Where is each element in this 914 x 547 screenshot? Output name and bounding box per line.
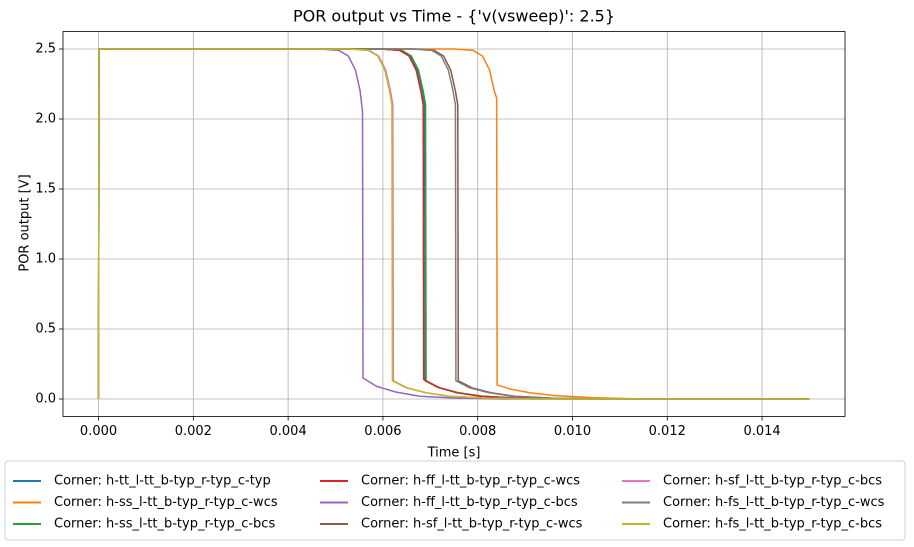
y-tick-label: 2.5	[35, 42, 56, 57]
x-tick-label: 0.002	[175, 424, 212, 439]
legend-label: Corner: h-ss_l-tt_b-typ_r-typ_c-wcs	[54, 495, 278, 510]
y-tick-label: 1.0	[35, 252, 56, 267]
legend-label: Corner: h-tt_l-tt_b-typ_r-typ_c-typ	[54, 474, 271, 489]
legend-label: Corner: h-ff_l-tt_b-typ_r-typ_c-bcs	[361, 495, 578, 510]
legend-box	[4, 460, 906, 541]
x-tick-label: 0.010	[554, 424, 591, 439]
y-tick-label: 0.5	[35, 322, 56, 337]
y-tick-label: 0.0	[35, 392, 56, 407]
legend-label: Corner: h-fs_l-tt_b-typ_r-typ_c-wcs	[663, 495, 885, 510]
series-line	[97, 48, 810, 400]
series-line	[97, 48, 810, 400]
x-tick-label: 0.004	[270, 424, 307, 439]
series-line	[97, 48, 810, 400]
legend-label: Corner: h-ff_l-tt_b-typ_r-typ_c-wcs	[361, 474, 580, 489]
chart-title: POR output vs Time - {'v(vsweep)': 2.5}	[293, 7, 615, 26]
x-tick-label: 0.000	[80, 424, 117, 439]
series-line	[97, 48, 810, 400]
x-tick-label: 0.012	[649, 424, 686, 439]
x-tick-label: 0.008	[459, 424, 496, 439]
series-line	[97, 48, 810, 400]
series-line	[97, 48, 810, 400]
series-line	[97, 48, 810, 400]
legend-label: Corner: h-fs_l-tt_b-typ_r-typ_c-bcs	[663, 517, 882, 532]
series-line	[97, 48, 810, 400]
plot-frame	[62, 31, 846, 417]
legend-label: Corner: h-sf_l-tt_b-typ_r-typ_c-wcs	[361, 517, 583, 532]
x-tick-label: 0.014	[743, 424, 780, 439]
legend-label: Corner: h-sf_l-tt_b-typ_r-typ_c-bcs	[663, 474, 882, 489]
x-axis-label: Time [s]	[427, 446, 481, 461]
y-tick-label: 1.5	[35, 182, 56, 197]
legend-label: Corner: h-ss_l-tt_b-typ_r-typ_c-bcs	[54, 517, 275, 532]
y-axis-label: POR output [V]	[18, 174, 33, 271]
y-tick-label: 2.0	[35, 112, 56, 127]
x-tick-label: 0.006	[364, 424, 401, 439]
series-line	[97, 48, 810, 400]
